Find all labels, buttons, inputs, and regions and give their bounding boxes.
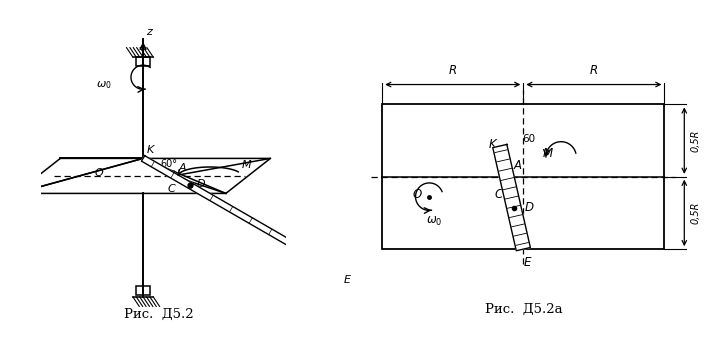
Text: C: C [168, 184, 176, 194]
Text: O: O [94, 169, 103, 178]
Text: E: E [523, 256, 530, 268]
Text: E: E [344, 275, 350, 285]
Text: D: D [197, 179, 205, 189]
Polygon shape [142, 156, 340, 274]
Text: z: z [146, 27, 152, 37]
Text: M: M [543, 147, 553, 160]
Text: $\omega_0$: $\omega_0$ [95, 79, 111, 91]
Bar [382, 104, 664, 249]
Text: Рис.  Д5.2а: Рис. Д5.2а [484, 303, 562, 316]
Text: M: M [242, 160, 251, 170]
Text: 60: 60 [522, 134, 535, 144]
Text: R: R [449, 64, 457, 77]
Text: 0,5R: 0,5R [691, 202, 701, 224]
Text: 0,5R: 0,5R [691, 129, 701, 152]
Text: C: C [495, 188, 503, 201]
Polygon shape [493, 144, 530, 251]
Text: A: A [178, 163, 186, 173]
Text: O: O [412, 188, 422, 201]
Text: R: R [590, 64, 598, 77]
Text: K: K [147, 145, 154, 155]
Text: 60°: 60° [161, 159, 177, 169]
Text: K: K [488, 138, 496, 151]
Text: D: D [525, 201, 534, 214]
Text: A: A [513, 160, 521, 172]
Text: Рис.  Д5.2: Рис. Д5.2 [124, 308, 194, 321]
Polygon shape [16, 158, 271, 193]
Text: $\omega_0$: $\omega_0$ [426, 215, 443, 228]
